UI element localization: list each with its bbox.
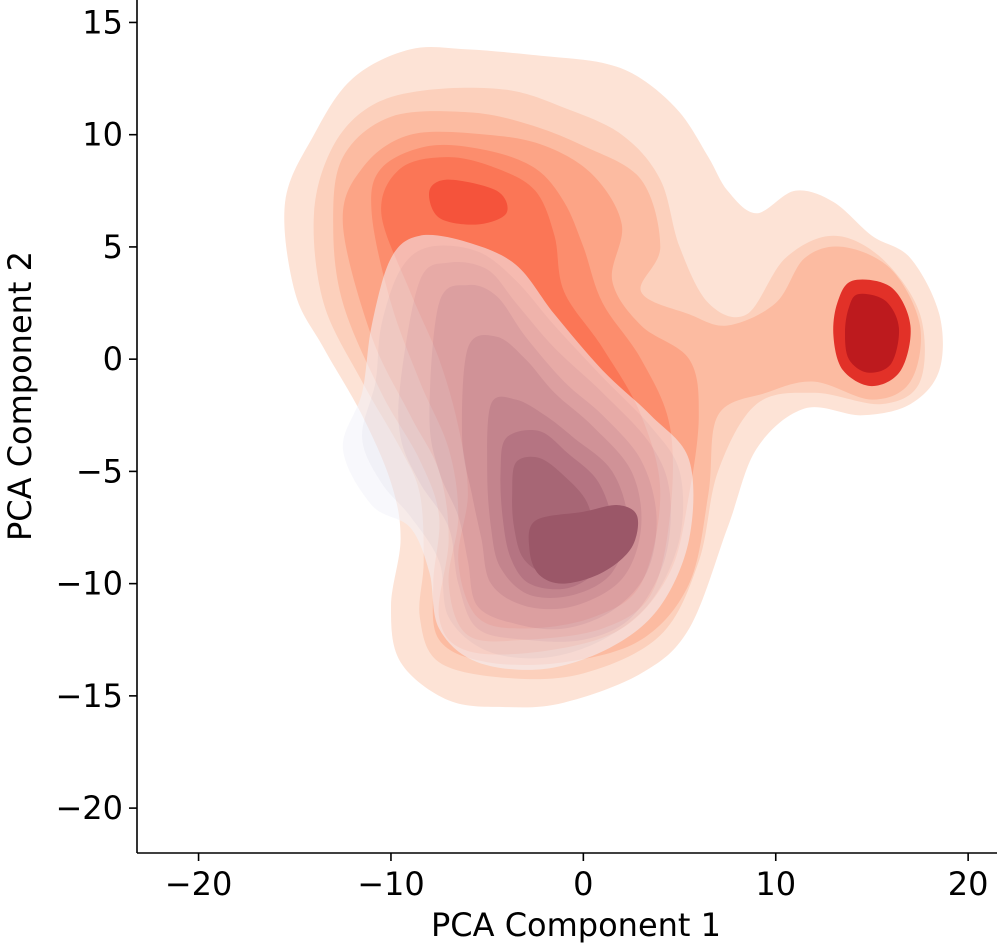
y-tick-label: −15 bbox=[55, 677, 123, 715]
x-axis-label: PCA Component 1 bbox=[431, 906, 721, 944]
x-tick-label: −10 bbox=[357, 865, 425, 903]
contour-level-9 bbox=[528, 505, 639, 584]
y-tick-label: −10 bbox=[55, 565, 123, 603]
density-contours bbox=[284, 46, 943, 708]
y-tick-label: 15 bbox=[82, 3, 123, 41]
axes: −20 −10 0 10 20 −20 −15 −10 −5 0 5 10 15 bbox=[55, 0, 997, 903]
y-axis-label: PCA Component 2 bbox=[1, 251, 39, 541]
y-tick-label: −20 bbox=[55, 789, 123, 827]
contour-level-7 bbox=[429, 179, 508, 225]
x-tick-label: 10 bbox=[755, 865, 796, 903]
y-tick-label: 10 bbox=[82, 116, 123, 154]
x-tick-label: 20 bbox=[948, 865, 989, 903]
y-tick-label: 5 bbox=[103, 228, 123, 266]
y-tick-label: 0 bbox=[103, 340, 123, 378]
x-tick-label: −20 bbox=[165, 865, 233, 903]
y-tick-label: −5 bbox=[76, 452, 123, 490]
density-series-blues-to-purples bbox=[342, 234, 694, 670]
x-tick-label: 0 bbox=[573, 865, 593, 903]
contour-level-9 bbox=[845, 293, 900, 373]
